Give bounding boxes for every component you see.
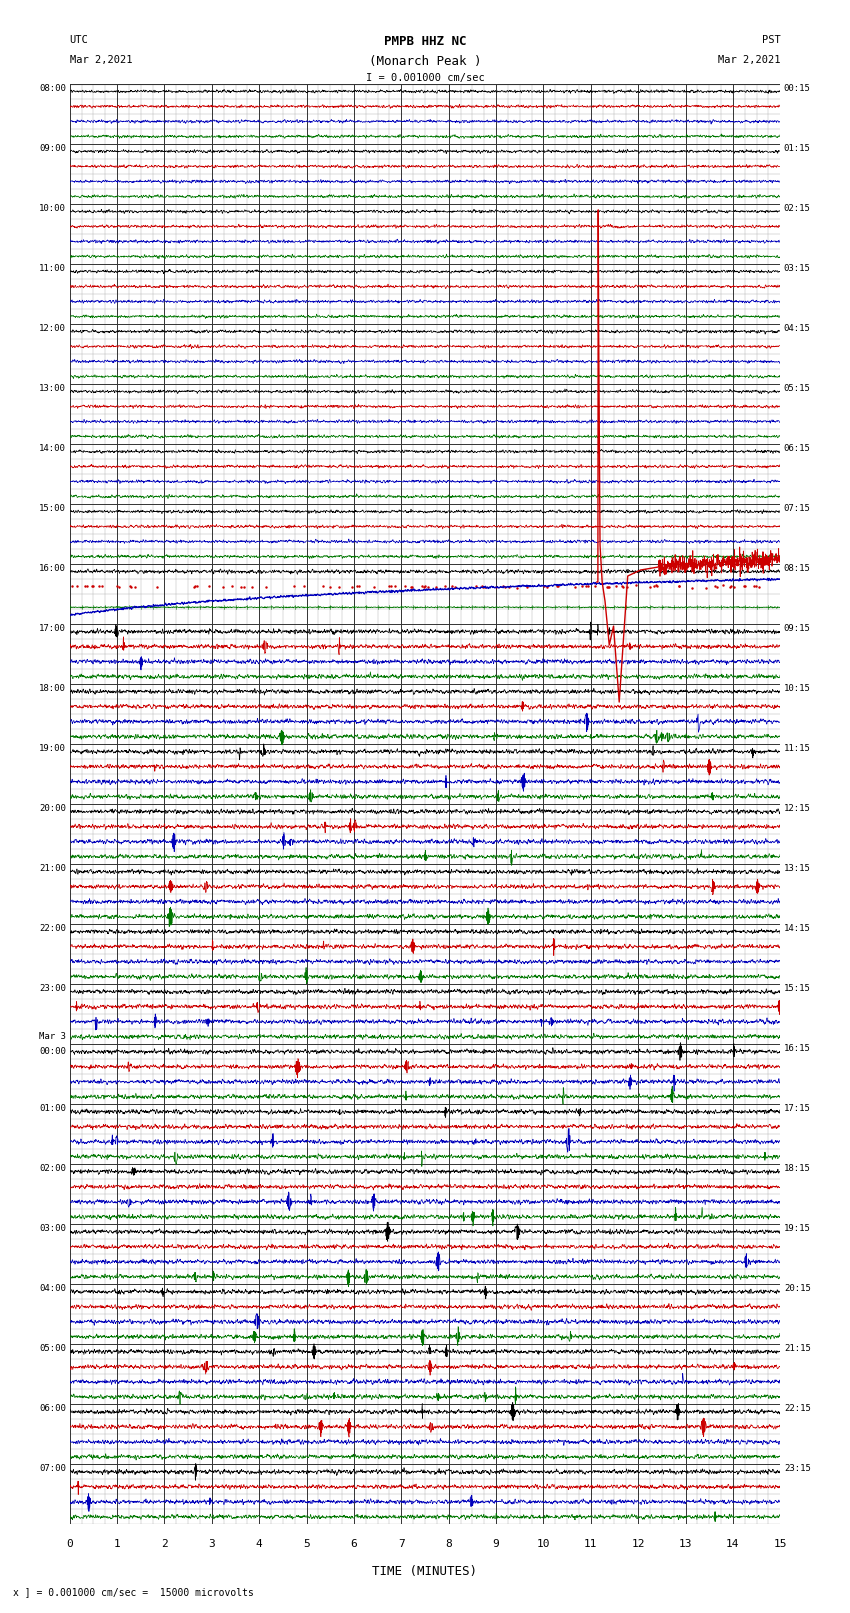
Text: 4: 4 xyxy=(256,1539,263,1548)
Text: 16:00: 16:00 xyxy=(39,565,66,573)
Text: 15:15: 15:15 xyxy=(784,984,811,994)
Text: Mar 3: Mar 3 xyxy=(39,1032,66,1040)
Text: 00:15: 00:15 xyxy=(784,84,811,94)
Text: 00:00: 00:00 xyxy=(39,1047,66,1057)
Text: TIME (MINUTES): TIME (MINUTES) xyxy=(372,1565,478,1578)
Text: 10: 10 xyxy=(536,1539,550,1548)
Text: 08:15: 08:15 xyxy=(784,565,811,573)
Text: 10:15: 10:15 xyxy=(784,684,811,694)
Text: 14:15: 14:15 xyxy=(784,924,811,932)
Text: 02:00: 02:00 xyxy=(39,1165,66,1173)
Text: 6: 6 xyxy=(350,1539,357,1548)
Text: 01:00: 01:00 xyxy=(39,1105,66,1113)
Text: 15: 15 xyxy=(774,1539,787,1548)
Text: 1: 1 xyxy=(114,1539,121,1548)
Text: 2: 2 xyxy=(161,1539,167,1548)
Text: PMPB HHZ NC: PMPB HHZ NC xyxy=(383,35,467,48)
Text: 22:00: 22:00 xyxy=(39,924,66,932)
Text: 05:15: 05:15 xyxy=(784,384,811,394)
Text: 5: 5 xyxy=(303,1539,310,1548)
Text: 9: 9 xyxy=(493,1539,500,1548)
Text: 20:00: 20:00 xyxy=(39,803,66,813)
Text: 19:15: 19:15 xyxy=(784,1224,811,1234)
Text: 7: 7 xyxy=(398,1539,405,1548)
Text: 12:15: 12:15 xyxy=(784,803,811,813)
Text: 04:00: 04:00 xyxy=(39,1284,66,1294)
Text: 14: 14 xyxy=(726,1539,740,1548)
Text: 06:00: 06:00 xyxy=(39,1405,66,1413)
Text: 13:15: 13:15 xyxy=(784,865,811,873)
Text: 21:15: 21:15 xyxy=(784,1344,811,1353)
Text: 14:00: 14:00 xyxy=(39,444,66,453)
Text: 15:00: 15:00 xyxy=(39,503,66,513)
Text: 03:15: 03:15 xyxy=(784,265,811,273)
Text: x ] = 0.001000 cm/sec =  15000 microvolts: x ] = 0.001000 cm/sec = 15000 microvolts xyxy=(13,1587,253,1597)
Text: 8: 8 xyxy=(445,1539,452,1548)
Text: 23:00: 23:00 xyxy=(39,984,66,994)
Text: 13:00: 13:00 xyxy=(39,384,66,394)
Text: 09:15: 09:15 xyxy=(784,624,811,632)
Text: 01:15: 01:15 xyxy=(784,144,811,153)
Text: 0: 0 xyxy=(66,1539,73,1548)
Text: 21:00: 21:00 xyxy=(39,865,66,873)
Text: 07:15: 07:15 xyxy=(784,503,811,513)
Text: 23:15: 23:15 xyxy=(784,1465,811,1473)
Text: Mar 2,2021: Mar 2,2021 xyxy=(717,55,780,65)
Text: 04:15: 04:15 xyxy=(784,324,811,332)
Text: (Monarch Peak ): (Monarch Peak ) xyxy=(369,55,481,68)
Text: 11:00: 11:00 xyxy=(39,265,66,273)
Text: 17:15: 17:15 xyxy=(784,1105,811,1113)
Text: 17:00: 17:00 xyxy=(39,624,66,632)
Text: 10:00: 10:00 xyxy=(39,203,66,213)
Text: 05:00: 05:00 xyxy=(39,1344,66,1353)
Text: UTC: UTC xyxy=(70,35,88,45)
Text: Mar 2,2021: Mar 2,2021 xyxy=(70,55,133,65)
Text: 09:00: 09:00 xyxy=(39,144,66,153)
Text: 08:00: 08:00 xyxy=(39,84,66,94)
Text: 02:15: 02:15 xyxy=(784,203,811,213)
Text: 3: 3 xyxy=(208,1539,215,1548)
Text: 06:15: 06:15 xyxy=(784,444,811,453)
Text: 11: 11 xyxy=(584,1539,598,1548)
Text: 07:00: 07:00 xyxy=(39,1465,66,1473)
Text: 20:15: 20:15 xyxy=(784,1284,811,1294)
Text: 16:15: 16:15 xyxy=(784,1044,811,1053)
Text: 18:15: 18:15 xyxy=(784,1165,811,1173)
Text: PST: PST xyxy=(762,35,780,45)
Text: 11:15: 11:15 xyxy=(784,744,811,753)
Text: 13: 13 xyxy=(679,1539,692,1548)
Text: 12:00: 12:00 xyxy=(39,324,66,332)
Text: 22:15: 22:15 xyxy=(784,1405,811,1413)
Text: 18:00: 18:00 xyxy=(39,684,66,694)
Text: 19:00: 19:00 xyxy=(39,744,66,753)
Text: 12: 12 xyxy=(632,1539,645,1548)
Text: I = 0.001000 cm/sec: I = 0.001000 cm/sec xyxy=(366,73,484,82)
Text: 03:00: 03:00 xyxy=(39,1224,66,1234)
